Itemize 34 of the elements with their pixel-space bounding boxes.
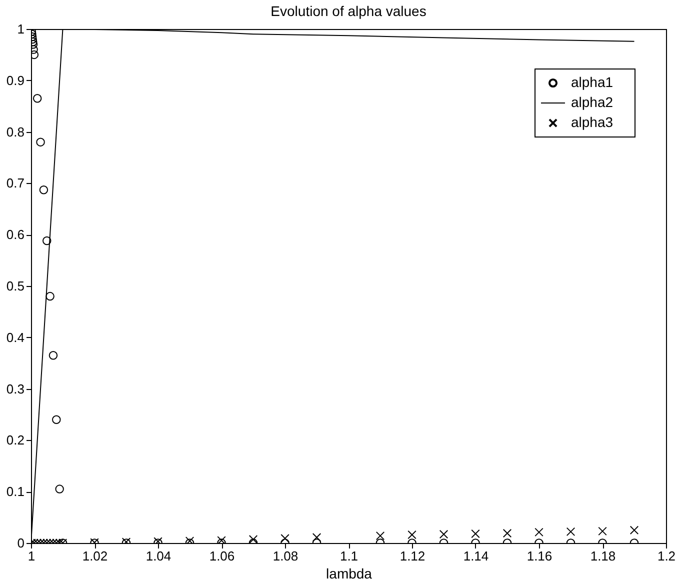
- x-tick-label: 1.14: [463, 548, 489, 564]
- x-tick-label: 1.06: [209, 548, 235, 564]
- x-tick-label: 1.08: [272, 548, 298, 564]
- y-tick-label: 0: [17, 536, 24, 550]
- y-tick-label: 0.6: [6, 227, 24, 242]
- y-tick-label: 0.3: [6, 381, 24, 396]
- point: [32, 94, 42, 103]
- x-tick-label: 1.12: [400, 548, 426, 564]
- chart-title: Evolution of alpha values: [270, 3, 426, 19]
- x-tick-label: 1.18: [590, 548, 616, 564]
- point: [42, 236, 52, 246]
- x-tick-label: 1: [28, 548, 36, 564]
- y-tick-label: 0.2: [6, 432, 24, 448]
- y-tick-label: 0.8: [6, 124, 24, 140]
- point: [48, 351, 58, 360]
- y-tick-label: 0.4: [6, 330, 24, 345]
- y-tick-label: 1: [17, 22, 24, 36]
- y-tick-label: 0.5: [6, 278, 24, 294]
- legend-label: alpha2: [571, 94, 614, 110]
- x-axis-title: lambda: [326, 566, 372, 582]
- point: [31, 50, 39, 60]
- x-tick-label: 1.1: [340, 548, 358, 564]
- y-tick-label: 0.9: [6, 72, 24, 88]
- point: [39, 186, 48, 194]
- point: [36, 138, 45, 146]
- x-tick-label: 1.16: [526, 548, 552, 564]
- point: [46, 292, 54, 301]
- legend-label: alpha1: [571, 74, 614, 90]
- legend-label: alpha3: [571, 114, 614, 130]
- y-tick-label: 0.7: [6, 176, 24, 191]
- x-tick-label: 1.04: [146, 548, 172, 564]
- y-tick-label: 0.1: [6, 484, 24, 500]
- x-tick-label: 1.02: [82, 548, 108, 564]
- x-tick-label: 1.2: [657, 548, 676, 564]
